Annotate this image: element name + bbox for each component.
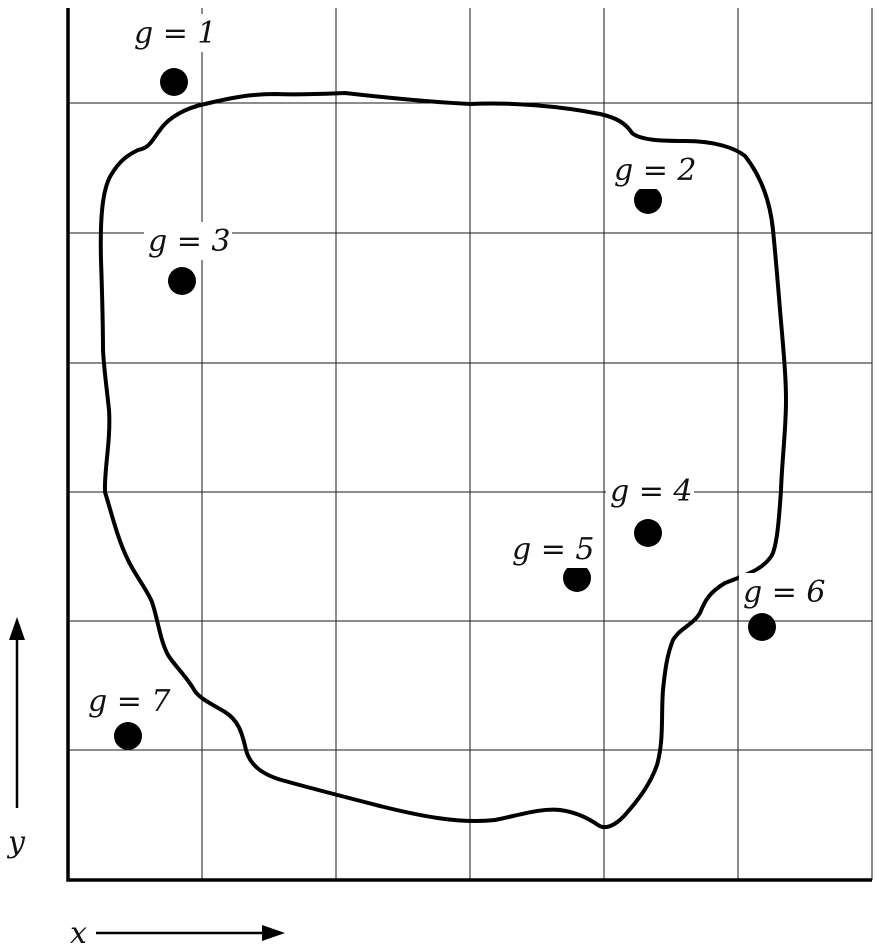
y-axis-label: y (6, 825, 26, 860)
x-arrow-head (262, 925, 285, 941)
grid (68, 8, 873, 880)
point-g4 (634, 519, 662, 547)
point-g6 (748, 613, 776, 641)
x-axis-indicator: x (70, 916, 285, 951)
points (114, 68, 776, 750)
region-boundary (98, 91, 788, 830)
label-g4: g = 4 (610, 474, 693, 509)
label-g6: g = 6 (743, 575, 826, 610)
label-g3: g = 3 (148, 224, 231, 259)
point-g1 (160, 68, 188, 96)
x-axis-label: x (70, 916, 87, 951)
point-g5 (563, 564, 591, 592)
y-axis-indicator: y (6, 617, 26, 860)
point-g7 (114, 722, 142, 750)
frame-axes (66, 8, 872, 882)
label-g7: g = 7 (88, 684, 171, 719)
label-g2: g = 2 (614, 153, 697, 188)
point-labels: g = 1 g = 2 g = 3 g = 4 g = 5 g = 6 g = … (84, 14, 827, 720)
y-arrow-head (9, 617, 25, 640)
label-g1: g = 1 (134, 16, 217, 51)
point-g3 (168, 267, 196, 295)
label-g5: g = 5 (512, 532, 595, 567)
point-g2 (634, 186, 662, 214)
